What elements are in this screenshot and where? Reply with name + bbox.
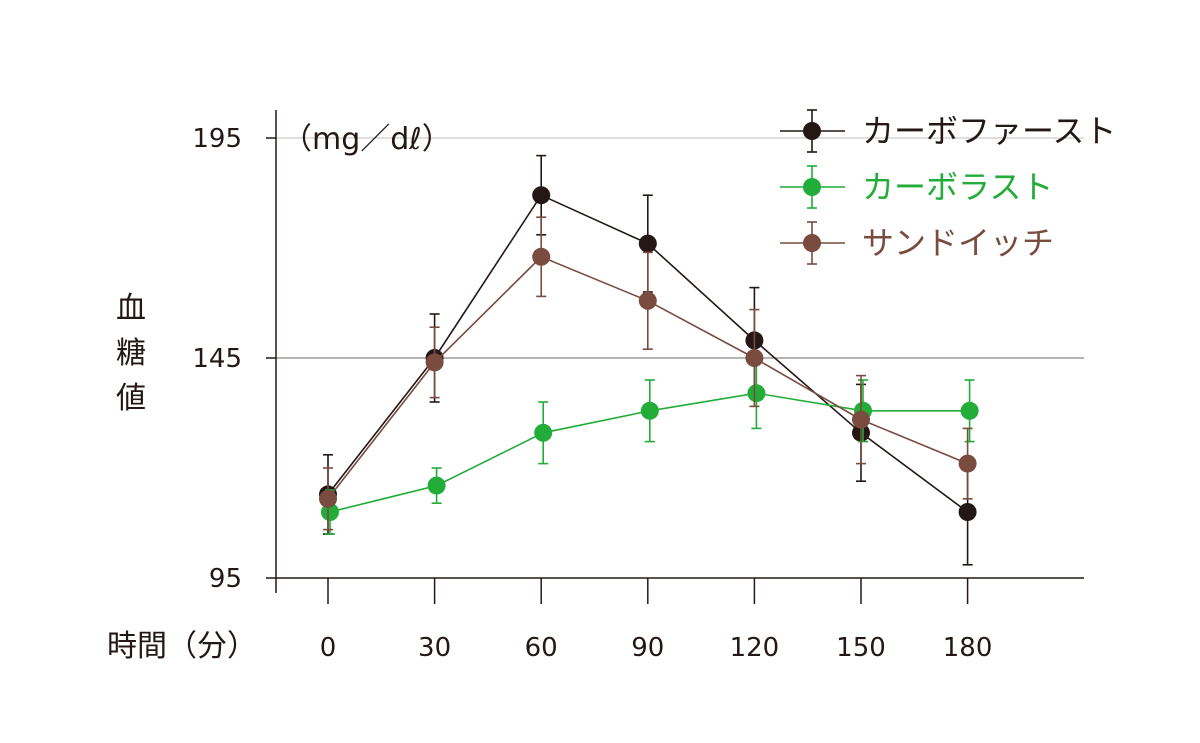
y-tick-label-145: 145 (192, 344, 242, 374)
data-point (640, 401, 659, 420)
x-tick-label-90: 90 (631, 633, 664, 663)
y-axis-label: 血糖値 (116, 291, 146, 416)
data-point (958, 503, 977, 521)
axes: 95 145 195 0 30 60 90 120 150 180 (192, 110, 1084, 663)
y-axis-label-char: 血 (116, 291, 146, 326)
data-point (958, 454, 977, 473)
y-tick-label-95: 95 (209, 564, 242, 594)
y-axis-label-char: 糖 (116, 336, 146, 371)
gridlines (276, 137, 1084, 359)
legend-item-3: サンドイッチ (780, 221, 1054, 265)
x-axis-label: 時間（分） (107, 629, 257, 664)
data-point (852, 410, 870, 429)
legend-label: カーボファースト (862, 112, 1116, 150)
legend-marker (803, 122, 821, 140)
x-tick-label-30: 30 (418, 633, 451, 663)
data-point (319, 489, 337, 508)
series-1 (319, 154, 977, 566)
x-tick-label-120: 120 (730, 633, 780, 663)
series-3 (319, 216, 977, 531)
x-tick-label-60: 60 (525, 633, 558, 663)
data-point (638, 234, 657, 253)
data-point (638, 291, 657, 310)
y-unit-label: （mg／dℓ） (282, 122, 452, 157)
data-point (534, 423, 553, 442)
x-tick-label-0: 0 (320, 633, 337, 663)
legend-item-2: カーボラスト (780, 165, 1053, 209)
legend-marker (803, 178, 821, 196)
y-tick-label-195: 195 (192, 124, 242, 154)
legend-item-1: カーボファースト (780, 109, 1116, 153)
legend-marker (803, 234, 821, 252)
data-point (321, 503, 339, 521)
x-tick-label-180: 180 (943, 633, 993, 663)
y-axis-label-char: 値 (116, 381, 146, 416)
data-point (532, 247, 551, 266)
data-point (745, 349, 764, 367)
data-point (425, 353, 444, 372)
data-point (960, 401, 979, 420)
data-point (532, 186, 551, 205)
legend-label: サンドイッチ (862, 224, 1054, 262)
data-point (747, 384, 766, 403)
x-tick-label-150: 150 (836, 633, 886, 663)
series-layer (319, 154, 979, 566)
legend-label: カーボラスト (862, 168, 1053, 206)
data-point (427, 476, 446, 495)
